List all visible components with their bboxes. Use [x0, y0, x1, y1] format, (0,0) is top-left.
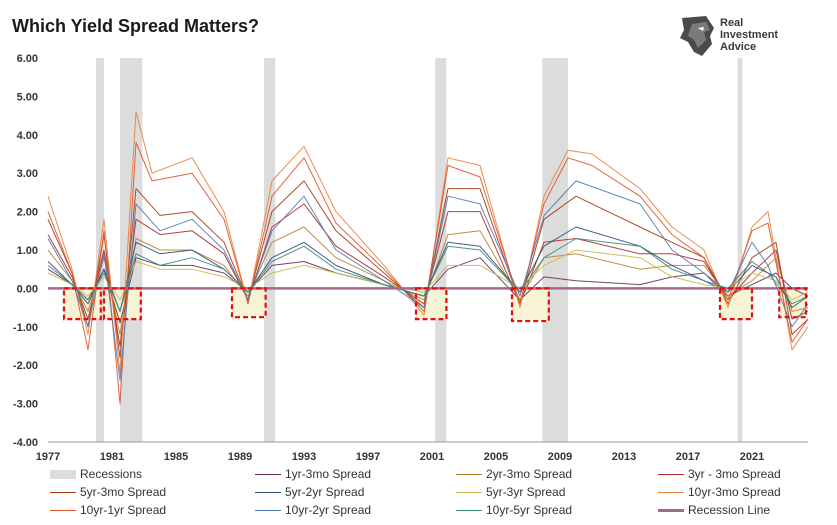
x-tick-label: 2001: [420, 451, 444, 463]
legend-swatch: [456, 473, 482, 475]
inversion-box: [102, 287, 142, 321]
logo-text: Real Investment Advice: [720, 17, 778, 53]
x-tick-label: 1985: [164, 451, 188, 463]
legend-swatch: [255, 509, 281, 511]
inversion-box: [510, 287, 550, 323]
logo: Real Investment Advice: [676, 14, 826, 60]
x-tick-label: 1993: [292, 451, 316, 463]
yield-spread-chart: 6.00 5.00 4.00 3.00 2.00 1.00 0.00 -1.00 -2.00 -3…: [13, 53, 809, 463]
y-tick-label: 3.00: [17, 168, 38, 180]
x-tick-label: 1989: [228, 451, 252, 463]
series-line-3: [47, 203, 809, 347]
y-tick-label: 6.00: [17, 53, 38, 65]
legend-item: 3yr - 3mo Spread: [658, 466, 781, 482]
legend-label: 10yr-2yr Spread: [285, 503, 372, 517]
legend-item: Recession Line: [658, 502, 770, 518]
logo-line: Investment: [720, 29, 779, 41]
x-tick-label: 1997: [356, 451, 380, 463]
inversion-box-fill: [416, 288, 447, 320]
page-title: Which Yield Spread Matters?: [12, 16, 260, 36]
lion-head-icon: [680, 16, 714, 56]
series-line-10: [47, 238, 809, 312]
recession-band: [264, 58, 276, 442]
recession-band: [435, 58, 447, 442]
y-tick-label: 0.00: [17, 283, 38, 295]
legend-swatch: [658, 473, 684, 475]
x-tick-label: 2013: [612, 451, 636, 463]
inversion-box: [230, 287, 267, 319]
legend-item: 10yr-3mo Spread: [658, 484, 781, 500]
recession-band: [120, 58, 143, 442]
legend-label: Recessions: [80, 467, 143, 481]
inversion-box: [414, 287, 448, 321]
legend-swatch: [658, 491, 684, 493]
recession-band: [737, 58, 743, 442]
legend-label: 1yr-3mo Spread: [285, 467, 372, 481]
x-tick-label: 1977: [36, 451, 60, 463]
legend-item: 10yr-2yr Spread: [255, 502, 371, 518]
legend-label: 5yr-2yr Spread: [285, 485, 365, 499]
legend-label: Recession Line: [688, 503, 771, 517]
legend-swatch: [255, 491, 281, 493]
logo-line: Real: [720, 17, 744, 29]
inversion-box: [718, 287, 754, 321]
legend-label: 10yr-5yr Spread: [486, 503, 573, 517]
series-line-8: [47, 142, 809, 405]
legend-swatch: [255, 473, 281, 475]
legend-item: 10yr-1yr Spread: [50, 502, 166, 518]
logo-line: Advice: [720, 41, 757, 53]
legend-swatch: [658, 508, 684, 512]
legend-swatch: [456, 491, 482, 493]
legend-label: 5yr-3yr Spread: [486, 485, 566, 499]
legend-label: 3yr - 3mo Spread: [688, 467, 781, 481]
inversion-box: [778, 287, 808, 319]
x-tick-label: 2021: [740, 451, 764, 463]
legend-item: 1yr-3mo Spread: [255, 466, 371, 482]
chart-legend: Recessions 1yr-3mo Spread 2yr-3mo Spread 3y…: [50, 466, 830, 522]
x-tick-label: 2005: [484, 451, 508, 463]
legend-label: 5yr-3mo Spread: [80, 485, 167, 499]
y-tick-label: -3.00: [13, 399, 38, 411]
legend-item: 5yr-3yr Spread: [456, 484, 565, 500]
series-line-9: [47, 180, 809, 382]
legend-swatch: [50, 469, 76, 479]
legend-item: 2yr-3mo Spread: [456, 466, 572, 482]
legend-item: Recessions: [50, 466, 142, 482]
recession-band: [542, 58, 568, 442]
legend-label: 10yr-1yr Spread: [80, 503, 167, 517]
y-tick-label: -2.00: [13, 360, 38, 372]
legend-swatch: [456, 509, 482, 511]
x-tick-label: 2009: [548, 451, 572, 463]
inversion-box-fill: [232, 288, 266, 318]
x-tick-label: 2017: [676, 451, 700, 463]
legend-label: 10yr-3mo Spread: [688, 485, 781, 499]
y-tick-label: 4.00: [17, 130, 38, 142]
legend-label: 2yr-3mo Spread: [486, 467, 573, 481]
inversion-box-fill: [512, 288, 549, 322]
legend-item: 5yr-3mo Spread: [50, 484, 166, 500]
y-tick-label: 1.00: [17, 245, 38, 257]
series-line-7: [47, 111, 809, 374]
legend-item: 10yr-5yr Spread: [456, 502, 572, 518]
y-tick-label: 2.00: [17, 207, 38, 219]
inversion-box: [62, 287, 102, 321]
legend-item: 5yr-2yr Spread: [255, 484, 364, 500]
y-tick-label: -1.00: [13, 322, 38, 334]
x-tick-label: 1981: [100, 451, 124, 463]
legend-swatch: [50, 491, 76, 493]
legend-swatch: [50, 509, 76, 511]
y-tick-label: 5.00: [17, 91, 38, 103]
y-tick-label: -4.00: [13, 437, 38, 449]
